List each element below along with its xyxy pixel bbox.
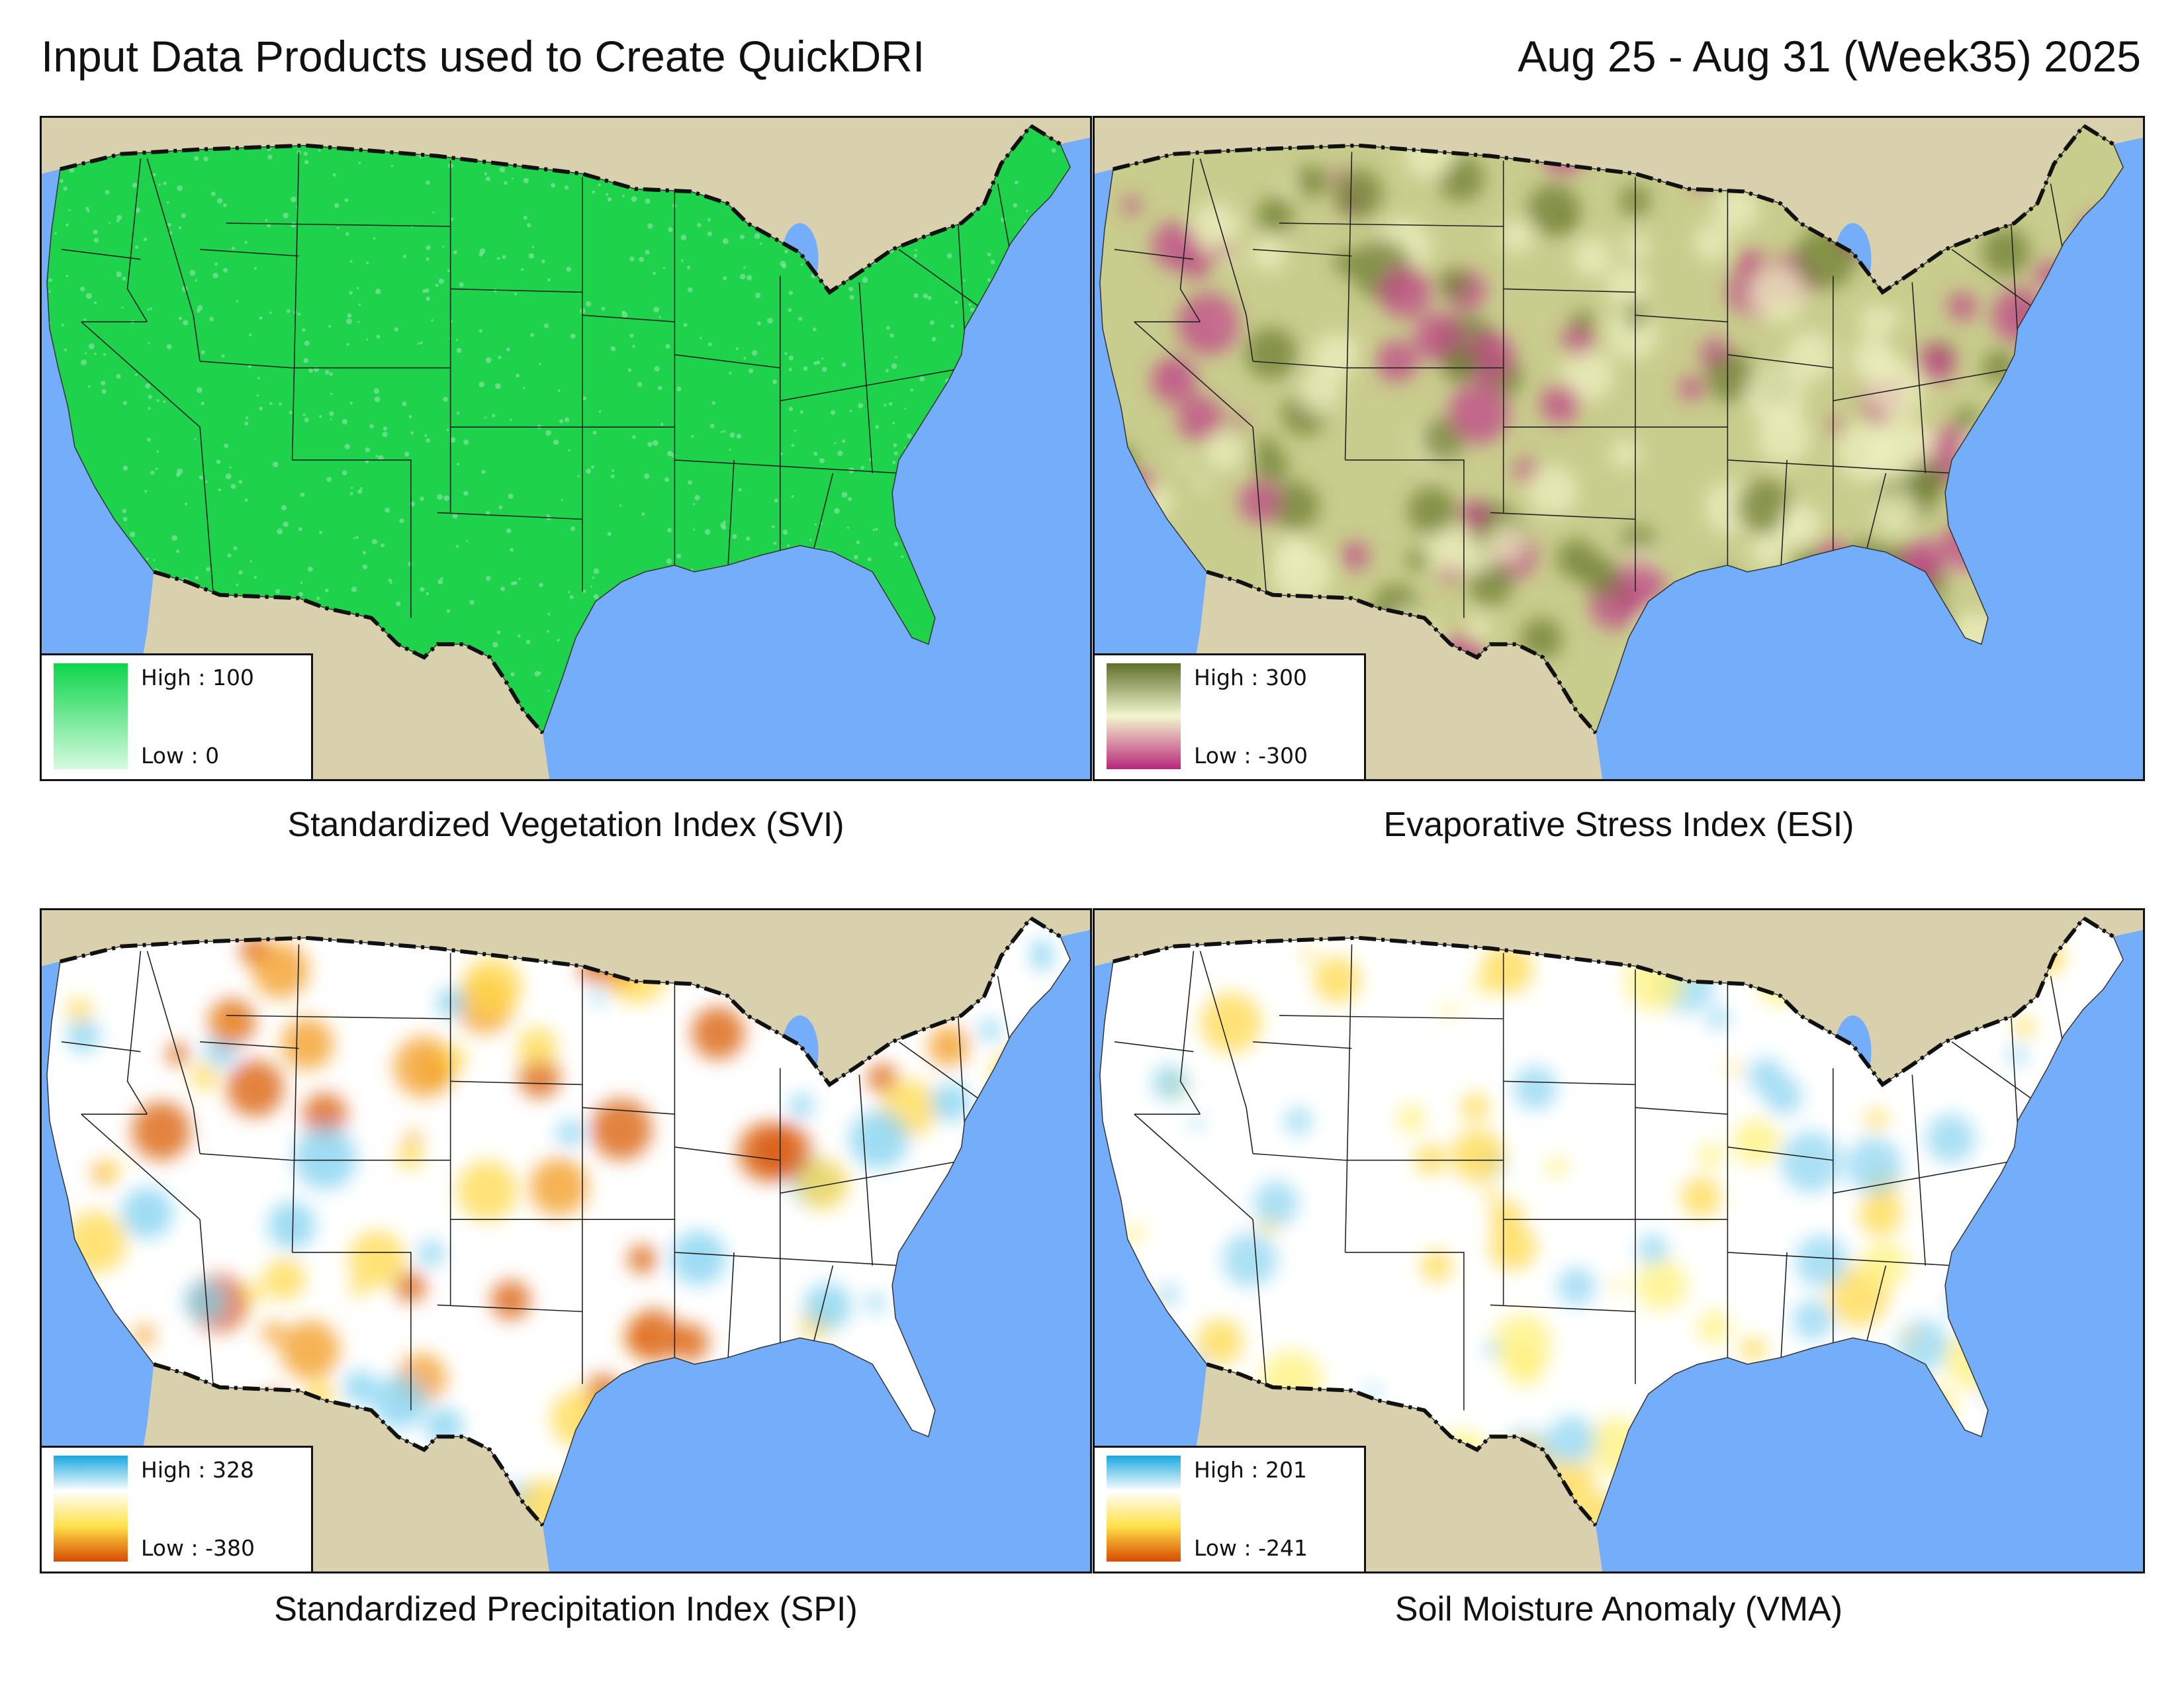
date-range: Aug 25 - Aug 31 (Week35) 2025: [1518, 32, 2141, 81]
conus-land: [1099, 917, 2124, 1526]
svi-legend-high: High : 100: [141, 665, 254, 690]
spi-legend-low: Low : -380: [141, 1535, 255, 1561]
svi-map-panel: High : 100 Low : 0: [40, 116, 1092, 781]
state-boundaries: [61, 944, 1012, 1411]
vma-map: [1095, 910, 2143, 1571]
esi-map-panel: High : 300 Low : -300: [1093, 116, 2145, 781]
mexico-border: [1206, 570, 1598, 735]
spi-legend-high: High : 328: [141, 1457, 254, 1483]
spi-caption: Standardized Precipitation Index (SPI): [274, 1590, 858, 1628]
mexico-border: [153, 1362, 545, 1527]
svi-caption: Standardized Vegetation Index (SVI): [287, 806, 844, 844]
svi-legend-ramp: [54, 663, 128, 769]
mexico-border: [1206, 1362, 1598, 1527]
vma-legend: High : 201 Low : -241: [1095, 1446, 1366, 1571]
esi-caption: Evaporative Stress Index (ESI): [1383, 806, 1854, 844]
esi-legend: High : 300 Low : -300: [1095, 653, 1366, 779]
spi-map-panel: High : 328 Low : -380: [40, 908, 1092, 1573]
canada-land: [42, 910, 1090, 1085]
vma-caption: Soil Moisture Anomaly (VMA): [1394, 1590, 1843, 1628]
state-boundaries: [1114, 152, 2065, 618]
mexico-border: [153, 570, 545, 735]
esi-legend-high: High : 300: [1194, 665, 1307, 690]
vma-legend-ramp: [1107, 1456, 1181, 1562]
esi-legend-ramp: [1107, 663, 1181, 769]
spi-legend: High : 328 Low : -380: [42, 1446, 313, 1571]
spi-legend-ramp: [54, 1456, 128, 1562]
canada-land: [1095, 118, 2143, 293]
state-boundaries: [1114, 944, 2065, 1411]
esi-legend-low: Low : -300: [1194, 743, 1308, 769]
canada-land: [1095, 910, 2143, 1085]
canada-land: [42, 118, 1090, 293]
vma-legend-high: High : 201: [1194, 1457, 1307, 1483]
state-boundaries: [61, 152, 1012, 618]
page-title: Input Data Products used to Create Quick…: [41, 32, 925, 81]
svi-legend: High : 100 Low : 0: [42, 653, 313, 779]
vma-legend-low: Low : -241: [1194, 1535, 1308, 1561]
vma-map-panel: High : 201 Low : -241: [1093, 908, 2145, 1573]
svi-legend-low: Low : 0: [141, 743, 220, 769]
